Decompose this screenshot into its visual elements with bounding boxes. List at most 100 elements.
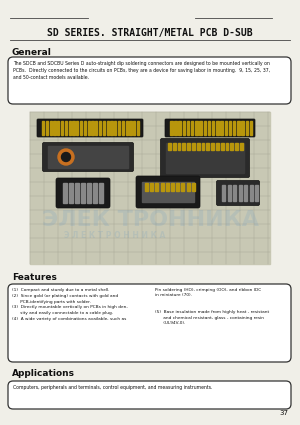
Bar bbox=[65, 121, 67, 135]
Bar bbox=[42, 121, 44, 135]
Bar bbox=[173, 143, 175, 150]
Bar bbox=[187, 143, 190, 150]
Bar bbox=[61, 121, 63, 135]
Bar bbox=[216, 121, 219, 135]
Bar bbox=[178, 121, 181, 135]
Bar bbox=[118, 121, 120, 135]
FancyBboxPatch shape bbox=[165, 119, 255, 137]
FancyBboxPatch shape bbox=[8, 284, 291, 362]
Text: SD SERIES. STRAIGHT/METAL PCB D-SUB: SD SERIES. STRAIGHT/METAL PCB D-SUB bbox=[47, 28, 253, 38]
Bar bbox=[250, 121, 252, 135]
FancyBboxPatch shape bbox=[8, 57, 291, 104]
Bar bbox=[221, 143, 223, 150]
Bar bbox=[208, 121, 210, 135]
Bar bbox=[76, 121, 78, 135]
Bar bbox=[216, 143, 219, 150]
Text: (5)  Base insulation made from highly heat - resistant
      and chemical resist: (5) Base insulation made from highly hea… bbox=[155, 310, 269, 325]
Bar bbox=[176, 183, 179, 191]
Bar bbox=[99, 121, 101, 135]
Bar bbox=[166, 183, 169, 191]
Bar bbox=[87, 183, 91, 203]
Bar bbox=[211, 143, 214, 150]
Bar bbox=[182, 183, 184, 191]
Bar bbox=[50, 121, 52, 135]
FancyBboxPatch shape bbox=[217, 181, 260, 206]
Bar bbox=[244, 185, 247, 201]
Bar bbox=[230, 143, 233, 150]
Bar bbox=[155, 183, 158, 191]
Bar bbox=[168, 143, 171, 150]
Bar bbox=[129, 121, 132, 135]
Bar bbox=[195, 121, 198, 135]
Bar bbox=[222, 185, 225, 201]
Bar bbox=[183, 121, 185, 135]
Bar bbox=[137, 121, 139, 135]
Bar bbox=[238, 185, 242, 201]
Text: General: General bbox=[12, 48, 52, 57]
Bar bbox=[233, 185, 236, 201]
Bar bbox=[204, 121, 206, 135]
Bar bbox=[63, 183, 67, 203]
Bar bbox=[72, 121, 75, 135]
Bar bbox=[103, 121, 105, 135]
Bar bbox=[225, 121, 227, 135]
Bar bbox=[250, 185, 253, 201]
Bar bbox=[110, 121, 112, 135]
Bar bbox=[171, 183, 174, 191]
FancyBboxPatch shape bbox=[8, 381, 291, 409]
Bar bbox=[145, 183, 148, 191]
Text: Э Л Е К Т Р О Н Н И К А: Э Л Е К Т Р О Н Н И К А bbox=[64, 230, 166, 240]
Bar bbox=[174, 121, 177, 135]
Bar bbox=[166, 143, 244, 173]
Bar bbox=[106, 121, 109, 135]
Bar bbox=[133, 121, 135, 135]
Bar bbox=[240, 143, 243, 150]
Bar bbox=[178, 143, 180, 150]
Bar bbox=[95, 121, 98, 135]
Bar bbox=[237, 121, 240, 135]
FancyBboxPatch shape bbox=[56, 178, 110, 208]
Bar bbox=[191, 121, 194, 135]
Bar bbox=[53, 121, 56, 135]
Bar bbox=[160, 183, 164, 191]
Circle shape bbox=[61, 153, 70, 162]
Bar bbox=[92, 121, 94, 135]
Bar bbox=[99, 183, 103, 203]
Bar bbox=[69, 183, 73, 203]
Circle shape bbox=[58, 149, 74, 165]
Bar bbox=[246, 121, 248, 135]
Bar bbox=[170, 121, 172, 135]
Bar bbox=[255, 185, 258, 201]
Bar bbox=[212, 121, 214, 135]
FancyBboxPatch shape bbox=[136, 176, 200, 208]
Bar bbox=[233, 121, 236, 135]
Bar bbox=[187, 183, 190, 191]
FancyBboxPatch shape bbox=[37, 119, 143, 137]
Bar bbox=[192, 143, 195, 150]
Bar bbox=[30, 112, 270, 264]
Bar bbox=[57, 121, 59, 135]
Bar bbox=[69, 121, 71, 135]
Bar bbox=[150, 183, 153, 191]
Bar bbox=[187, 121, 189, 135]
Bar bbox=[242, 121, 244, 135]
Bar bbox=[122, 121, 124, 135]
Text: Applications: Applications bbox=[12, 369, 75, 378]
Bar bbox=[202, 143, 204, 150]
Text: Pin soldering (HO), crimping (OO), and ribbon IDC
in miniature (70).: Pin soldering (HO), crimping (OO), and r… bbox=[155, 288, 261, 298]
Bar bbox=[192, 183, 195, 191]
Bar bbox=[227, 185, 230, 201]
Bar bbox=[114, 121, 116, 135]
Bar bbox=[81, 183, 85, 203]
Bar bbox=[200, 121, 202, 135]
Text: Computers, peripherals and terminals, control equipment, and measuring instrumen: Computers, peripherals and terminals, co… bbox=[13, 385, 212, 390]
Bar bbox=[182, 143, 185, 150]
FancyBboxPatch shape bbox=[160, 139, 250, 178]
FancyBboxPatch shape bbox=[43, 142, 134, 172]
Text: ЭЛЕК ТРОННИКА: ЭЛЕК ТРОННИКА bbox=[41, 210, 259, 230]
Bar bbox=[229, 121, 231, 135]
Bar bbox=[48, 146, 128, 168]
Bar bbox=[46, 121, 48, 135]
Bar bbox=[226, 143, 228, 150]
Bar bbox=[235, 143, 238, 150]
